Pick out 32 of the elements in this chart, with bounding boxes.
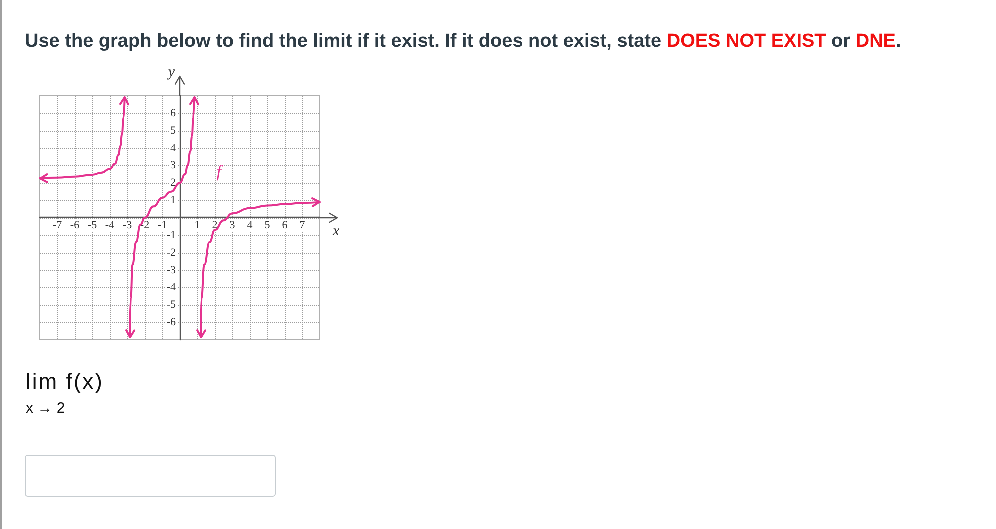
x-tick-label: 1 bbox=[194, 220, 200, 232]
y-tick-label: 5 bbox=[170, 124, 176, 137]
y-axis-title: y bbox=[166, 64, 176, 80]
x-tick-label: -2 bbox=[140, 220, 150, 232]
x-tick-label: 7 bbox=[300, 220, 306, 232]
x-tick-label: 2 bbox=[212, 220, 218, 232]
x-tick-label: 5 bbox=[264, 220, 271, 232]
y-tick-label: 2 bbox=[170, 177, 176, 190]
x-tick-label: -1 bbox=[158, 220, 168, 232]
y-tick-label: -5 bbox=[166, 299, 176, 312]
y-tick-label: -3 bbox=[166, 264, 176, 276]
text: Use the graph below to find the limit if it exist. If it does not exist, state DOES NOT EXIST or DNE. bbox=[25, 31, 902, 53]
y-tick-label: -1 bbox=[166, 229, 176, 242]
y-tick-label: -6 bbox=[166, 316, 176, 329]
y-tick-label: 4 bbox=[170, 142, 176, 154]
x-tick-label: -3 bbox=[122, 220, 133, 232]
y-tick-label: -4 bbox=[166, 282, 176, 294]
x-tick-label: -5 bbox=[88, 220, 98, 232]
x-tick-label: 3 bbox=[230, 220, 236, 232]
x-axis-title: x bbox=[332, 224, 340, 240]
y-tick-label: 3 bbox=[170, 160, 176, 172]
y-tick-label: -2 bbox=[166, 246, 176, 259]
text: lim f(x) bbox=[26, 369, 104, 395]
x-tick-label: -4 bbox=[105, 220, 116, 232]
y-tick-label: 1 bbox=[170, 194, 176, 207]
x-tick-label: -6 bbox=[70, 220, 80, 232]
x-tick-label: 4 bbox=[247, 220, 254, 232]
x-tick-label: 6 bbox=[282, 220, 288, 232]
series-label: f bbox=[216, 162, 222, 182]
y-tick-label: 6 bbox=[170, 107, 176, 120]
text: x → 2 bbox=[26, 400, 66, 417]
x-tick-label: -7 bbox=[52, 220, 63, 232]
